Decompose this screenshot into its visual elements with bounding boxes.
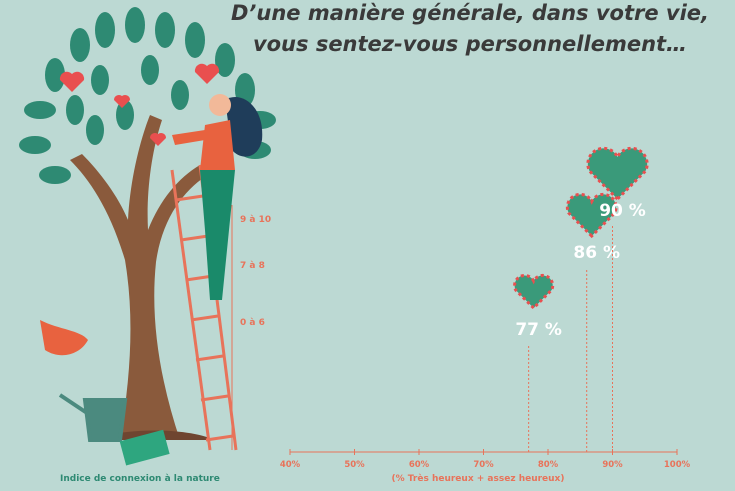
category-axis-title: Indice de connexion à la nature (60, 474, 220, 484)
chart-title: D’une manière générale, dans votre vie, (231, 1, 709, 25)
value-label: 77 % (515, 320, 562, 340)
x-tick-label: 70% (473, 460, 494, 470)
category-label: 9 à 10 (240, 215, 271, 225)
x-tick-label: 50% (344, 460, 365, 470)
category-label: 0 à 6 (240, 318, 265, 328)
x-axis-title: (% Très heureux + assez heureux) (392, 473, 565, 484)
chart-title: vous sentez-vous personnellement… (253, 32, 687, 56)
x-tick-label: 80% (538, 460, 559, 470)
x-tick-label: 40% (280, 460, 301, 470)
category-label: 7 à 8 (240, 261, 265, 271)
x-tick-label: 100% (664, 460, 691, 470)
value-label: 90 % (599, 201, 646, 221)
x-tick-label: 60% (409, 460, 430, 470)
infographic: D’une manière générale, dans votre vie, … (0, 0, 735, 491)
x-tick-label: 90% (602, 460, 623, 470)
value-label: 86 % (573, 243, 620, 263)
